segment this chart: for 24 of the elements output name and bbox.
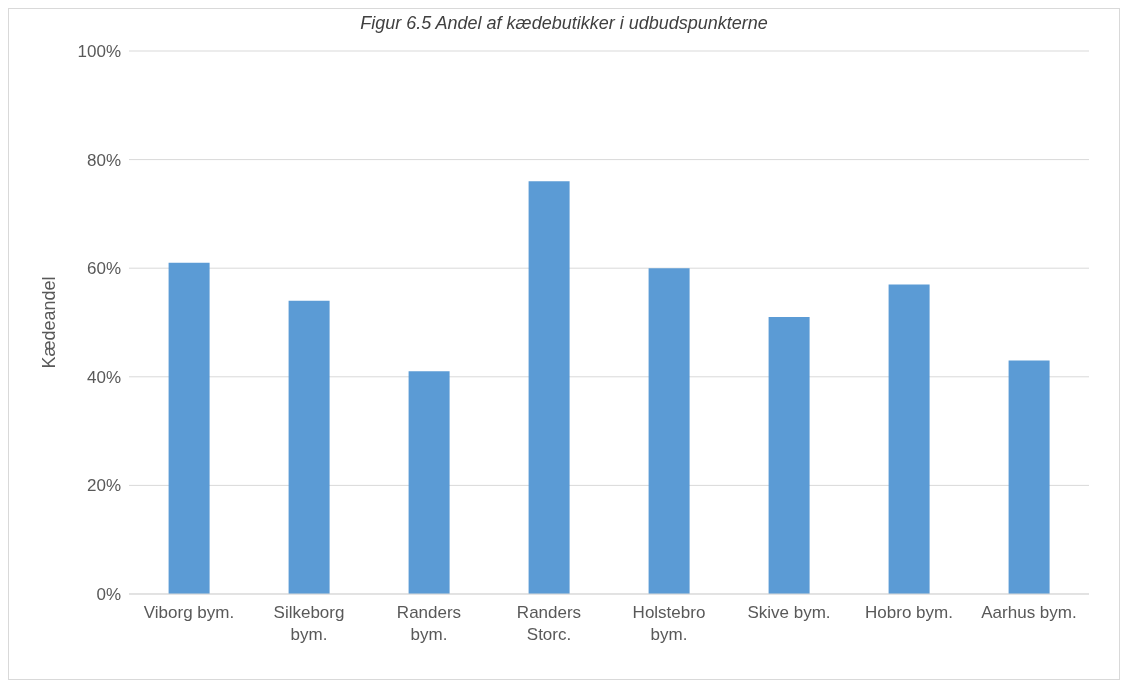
bar [288, 300, 330, 594]
bar [648, 268, 690, 594]
x-tick-label: Viborg bym. [143, 603, 235, 622]
y-tick-label: 100% [77, 42, 121, 62]
x-tick-label: Randers Storc. [516, 603, 582, 644]
y-tick-label: 0% [96, 585, 121, 605]
y-tick-label: 20% [86, 476, 121, 496]
x-tick-label: Holstebro bym. [632, 603, 706, 644]
y-tick-label: 80% [86, 150, 121, 170]
x-tick-label: Silkeborg bym. [273, 603, 345, 644]
y-tick-label: 40% [86, 367, 121, 387]
y-tick-label: 60% [86, 259, 121, 279]
y-axis-title: Kædeandel [39, 276, 60, 369]
bar [768, 317, 810, 594]
bar [888, 284, 930, 594]
bar [528, 181, 570, 594]
x-tick-label: Hobro bym. [865, 603, 953, 622]
bar [408, 371, 450, 594]
x-tick-label: Skive bym. [747, 603, 831, 622]
x-tick-label: Randers bym. [396, 603, 462, 644]
chart-title: Figur 6.5 Andel af kædebutikker i udbudspunkterne [359, 13, 769, 35]
bar [168, 262, 210, 594]
bar [1008, 360, 1050, 594]
x-tick-label: Aarhus bym. [981, 603, 1077, 622]
